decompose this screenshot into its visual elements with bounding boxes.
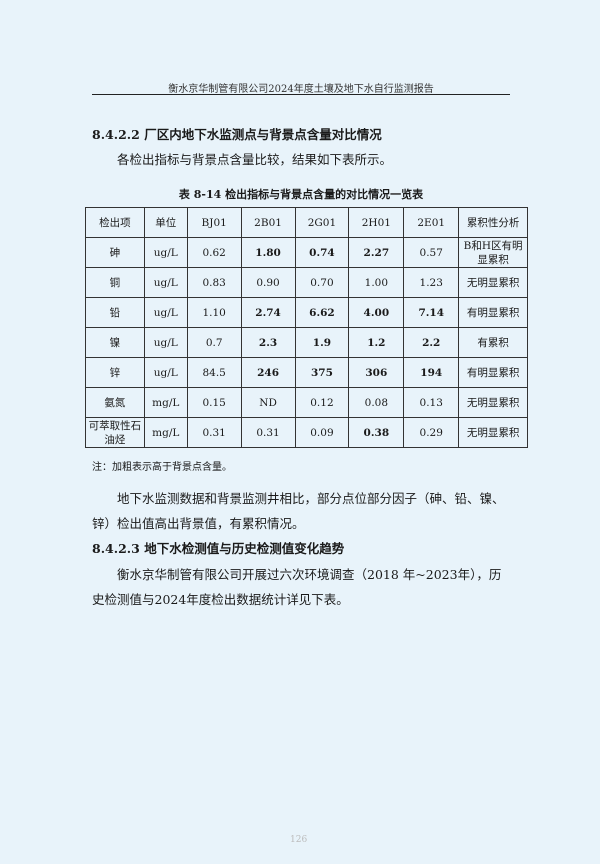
column-header: 2G01 — [294, 207, 350, 238]
column-header: 2E01 — [403, 207, 460, 238]
table-cell: 6.62 — [294, 297, 350, 328]
table-cell: ug/L — [143, 357, 188, 388]
column-header: 单位 — [143, 207, 188, 238]
table-cell: 1.2 — [348, 327, 405, 358]
table-cell: 可萃取性石油烃 — [85, 417, 145, 448]
table-cell: 7.14 — [403, 297, 460, 328]
table-row: 锌 ug/L 84.5 246 375 306 194 有明显累积 — [85, 357, 528, 388]
table-cell: 0.74 — [294, 237, 350, 268]
header-rule — [92, 94, 510, 95]
table-cell: 246 — [240, 357, 296, 388]
table-row: 镍 ug/L 0.7 2.3 1.9 1.2 2.2 有累积 — [85, 327, 528, 358]
running-header: 衡水京华制管有限公司2024年度土壤及地下水自行监测报告 — [168, 84, 434, 95]
table-cell: 0.70 — [294, 267, 350, 298]
table-cell: 0.13 — [403, 387, 460, 418]
column-header: BJ01 — [186, 207, 242, 238]
table-cell: 0.57 — [403, 237, 460, 268]
section-heading-8-4-2-3: 8.4.2.3 地下水检测值与历史检测值变化趋势 — [92, 541, 345, 556]
table-cell: 0.62 — [186, 237, 242, 268]
table-note: 注：加粗表示高于背景点含量。 — [92, 462, 232, 473]
table-cell: ug/L — [143, 297, 188, 328]
table-header-row: 检出项 单位 BJ01 2B01 2G01 2H01 2E01 累积性分析 — [85, 207, 528, 238]
table-cell: ND — [240, 387, 296, 418]
table-cell: 有明显累积 — [458, 297, 528, 328]
analysis-paragraph: 地下水监测数据和背景监测井相比，部分点位部分因子（砷、铅、镍、锌）检出值高出背景… — [92, 491, 505, 531]
table-cell: 0.7 — [186, 327, 242, 358]
table-cell: mg/L — [143, 417, 188, 448]
table-cell: 0.38 — [348, 417, 405, 448]
table-cell: 有累积 — [458, 327, 528, 358]
column-header: 2H01 — [348, 207, 405, 238]
table-cell: 0.15 — [186, 387, 242, 418]
table-cell: 0.90 — [240, 267, 296, 298]
table-cell: 2.74 — [240, 297, 296, 328]
table-cell: 1.00 — [348, 267, 405, 298]
table-cell: 0.12 — [294, 387, 350, 418]
table-row: 砷 ug/L 0.62 1.80 0.74 2.27 0.57 B和H区有明显累积 — [85, 237, 528, 268]
table-cell: 氨氮 — [85, 387, 145, 418]
table-cell: ug/L — [143, 327, 188, 358]
page-number: 126 — [290, 835, 308, 845]
table-cell: 194 — [403, 357, 460, 388]
table-cell: 无明显累积 — [458, 387, 528, 418]
table-cell: 0.83 — [186, 267, 242, 298]
table-cell: 铅 — [85, 297, 145, 328]
table-cell: 306 — [348, 357, 405, 388]
table-cell: 0.31 — [240, 417, 296, 448]
table-cell: 1.23 — [403, 267, 460, 298]
table-cell: 0.09 — [294, 417, 350, 448]
table-cell: 0.31 — [186, 417, 242, 448]
column-header: 2B01 — [240, 207, 296, 238]
table-cell: 1.10 — [186, 297, 242, 328]
table-cell: 镍 — [85, 327, 145, 358]
table-cell: 铜 — [85, 267, 145, 298]
table-cell: mg/L — [143, 387, 188, 418]
table-cell: 2.2 — [403, 327, 460, 358]
table-cell: 1.80 — [240, 237, 296, 268]
comparison-table: 检出项 单位 BJ01 2B01 2G01 2H01 2E01 累积性分析砷 ug/L 0.62 1… — [85, 207, 528, 448]
intro-text: 各检出指标与背景点含量比较，结果如下表所示。 — [117, 152, 393, 167]
table-cell: 2.3 — [240, 327, 296, 358]
table-cell: 无明显累积 — [458, 417, 528, 448]
table-cell: 无明显累积 — [458, 267, 528, 298]
table-cell: ug/L — [143, 267, 188, 298]
history-paragraph: 衡水京华制管有限公司开展过六次环境调查（2018 年~2023年），历史检测值与… — [92, 567, 502, 607]
table-cell: 375 — [294, 357, 350, 388]
table-cell: ug/L — [143, 237, 188, 268]
table-cell: 84.5 — [186, 357, 242, 388]
table-cell: 有明显累积 — [458, 357, 528, 388]
table-caption: 表 8-14 检出指标与背景点含量的对比情况一览表 — [178, 188, 424, 201]
table-row: 铅 ug/L 1.10 2.74 6.62 4.00 7.14 有明显累积 — [85, 297, 528, 328]
table-row: 铜 ug/L 0.83 0.90 0.70 1.00 1.23 无明显累积 — [85, 267, 528, 298]
table-cell: 0.08 — [348, 387, 405, 418]
column-header: 累积性分析 — [458, 207, 528, 238]
table-cell: 0.29 — [403, 417, 460, 448]
table-cell: 1.9 — [294, 327, 350, 358]
table-cell: 砷 — [85, 237, 145, 268]
table-cell: 4.00 — [348, 297, 405, 328]
table-row: 可萃取性石油烃 mg/L 0.31 0.31 0.09 0.38 0.29 无明显累积 — [85, 417, 528, 448]
table-cell: 2.27 — [348, 237, 405, 268]
table-cell: B和H区有明显累积 — [458, 237, 528, 268]
section-heading-8-4-2-2: 8.4.2.2 厂区内地下水监测点与背景点含量对比情况 — [92, 127, 382, 142]
column-header: 检出项 — [85, 207, 145, 238]
table-cell: 锌 — [85, 357, 145, 388]
table-row: 氨氮 mg/L 0.15 ND 0.12 0.08 0.13 无明显累积 — [85, 387, 528, 418]
